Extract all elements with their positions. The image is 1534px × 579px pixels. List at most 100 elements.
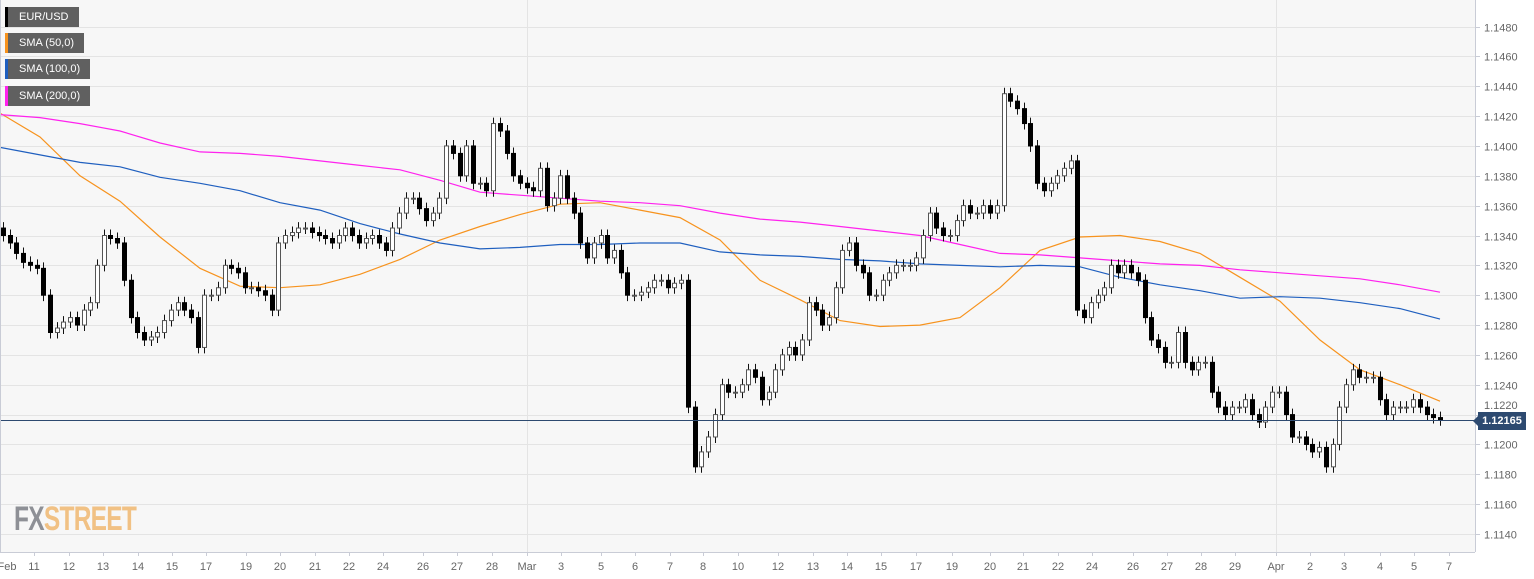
candle-body-up bbox=[881, 279, 886, 296]
legend-eurusd[interactable]: EUR/USD bbox=[5, 7, 79, 27]
candle-body-down bbox=[196, 317, 201, 348]
y-tick-label: 1.1160 bbox=[1484, 500, 1517, 512]
candle bbox=[1284, 386, 1289, 421]
candle-body-down bbox=[968, 205, 973, 214]
candle bbox=[102, 229, 107, 272]
candle bbox=[1290, 408, 1295, 443]
candle bbox=[679, 274, 684, 290]
candle-body-up bbox=[303, 227, 308, 230]
candle bbox=[1310, 438, 1315, 458]
candle bbox=[1431, 408, 1436, 424]
candle bbox=[1391, 401, 1396, 421]
candle-body-down bbox=[471, 145, 476, 184]
candle bbox=[1297, 431, 1302, 443]
y-tick-label: 1.1200 bbox=[1484, 440, 1518, 452]
x-tick-label: 7 bbox=[1446, 561, 1452, 573]
candle-body-down bbox=[1156, 339, 1161, 348]
candle bbox=[746, 363, 751, 391]
candle bbox=[1257, 408, 1262, 429]
candle bbox=[323, 229, 328, 245]
y-tick-label: 1.1300 bbox=[1484, 291, 1518, 303]
candle bbox=[444, 139, 449, 205]
candle bbox=[1149, 311, 1154, 346]
candle bbox=[1304, 431, 1309, 451]
candle bbox=[1136, 266, 1141, 287]
candle bbox=[337, 229, 342, 249]
legend-sma-50[interactable]: SMA (50,0) bbox=[5, 33, 85, 53]
candle-body-up bbox=[364, 237, 369, 244]
candle bbox=[14, 236, 19, 260]
candle-body-up bbox=[995, 205, 1000, 214]
candle-body-down bbox=[565, 175, 570, 199]
candle bbox=[981, 199, 986, 220]
candle bbox=[303, 222, 308, 235]
candle-body-up bbox=[1002, 93, 1007, 207]
candle-body-up bbox=[95, 264, 100, 304]
candle bbox=[632, 289, 637, 302]
candle-body-up bbox=[478, 182, 483, 185]
y-tick-label: 1.1220 bbox=[1484, 400, 1518, 412]
candle bbox=[1317, 441, 1322, 458]
x-tick-label: 17 bbox=[910, 561, 922, 573]
candle bbox=[41, 262, 46, 302]
candle bbox=[666, 274, 671, 294]
candle-body-up bbox=[149, 336, 154, 341]
candle-body-down bbox=[48, 294, 53, 334]
y-tick-label: 1.1260 bbox=[1484, 351, 1518, 363]
candle-body-down bbox=[511, 152, 516, 177]
candle-body-up bbox=[88, 302, 93, 311]
candle bbox=[155, 326, 160, 343]
x-tick-label: 5 bbox=[1411, 561, 1417, 573]
candle-body-down bbox=[861, 264, 866, 274]
candle bbox=[874, 289, 879, 302]
candle bbox=[283, 229, 288, 249]
candle bbox=[706, 431, 711, 458]
y-tick-label: 1.1180 bbox=[1484, 470, 1517, 482]
candle-body-up bbox=[981, 205, 986, 214]
candle-body-up bbox=[82, 309, 87, 326]
x-axis: Feb 11 12 13 14 15 17 19 20 21 22 24 26 27 28 Mar 3 5 6 7 8 1… bbox=[0, 552, 1452, 573]
candle bbox=[686, 274, 691, 414]
candle bbox=[518, 169, 523, 190]
candle bbox=[1062, 162, 1067, 182]
x-tick-label: 13 bbox=[807, 561, 819, 573]
y-tick-label: 1.1360 bbox=[1484, 202, 1518, 214]
candle-body-down bbox=[1028, 123, 1033, 147]
candle bbox=[578, 207, 583, 249]
x-tick-label: 29 bbox=[1229, 561, 1241, 573]
candle-body-up bbox=[249, 287, 254, 290]
candle-body-down bbox=[484, 182, 489, 192]
legend-sma-200[interactable]: SMA (200,0) bbox=[5, 86, 91, 106]
candle-body-up bbox=[773, 369, 778, 393]
sma-line-50-0 bbox=[0, 112, 1441, 402]
x-tick-label: 15 bbox=[166, 561, 178, 573]
candle-body-up bbox=[283, 235, 288, 244]
candle bbox=[1203, 356, 1208, 369]
candle-body-up bbox=[840, 249, 845, 289]
candle bbox=[780, 348, 785, 376]
candle-body-up bbox=[706, 436, 711, 453]
candle-body-down bbox=[1190, 361, 1195, 371]
x-tick-label: 13 bbox=[97, 561, 109, 573]
candle-body-up bbox=[928, 212, 933, 237]
candle-body-down bbox=[1431, 414, 1436, 419]
candle-body-down bbox=[182, 302, 187, 311]
candle bbox=[599, 229, 604, 249]
candle bbox=[1196, 356, 1201, 376]
candle bbox=[585, 236, 590, 264]
candle-body-up bbox=[733, 391, 738, 394]
candle bbox=[1082, 304, 1087, 324]
x-tick-label: Feb bbox=[0, 561, 16, 573]
candle-body-up bbox=[343, 227, 348, 237]
candle bbox=[820, 304, 825, 332]
candle-body-down bbox=[625, 272, 630, 296]
y-tick-label: 1.1480 bbox=[1484, 23, 1518, 35]
candle bbox=[1102, 281, 1107, 302]
candle bbox=[437, 192, 442, 220]
fxstreet-logo: FXSTREET bbox=[14, 500, 137, 539]
candle bbox=[1351, 363, 1356, 391]
candle-body-up bbox=[1089, 302, 1094, 319]
candle bbox=[108, 229, 113, 245]
candle-body-up bbox=[679, 279, 684, 284]
legend-sma-100[interactable]: SMA (100,0) bbox=[5, 59, 91, 79]
